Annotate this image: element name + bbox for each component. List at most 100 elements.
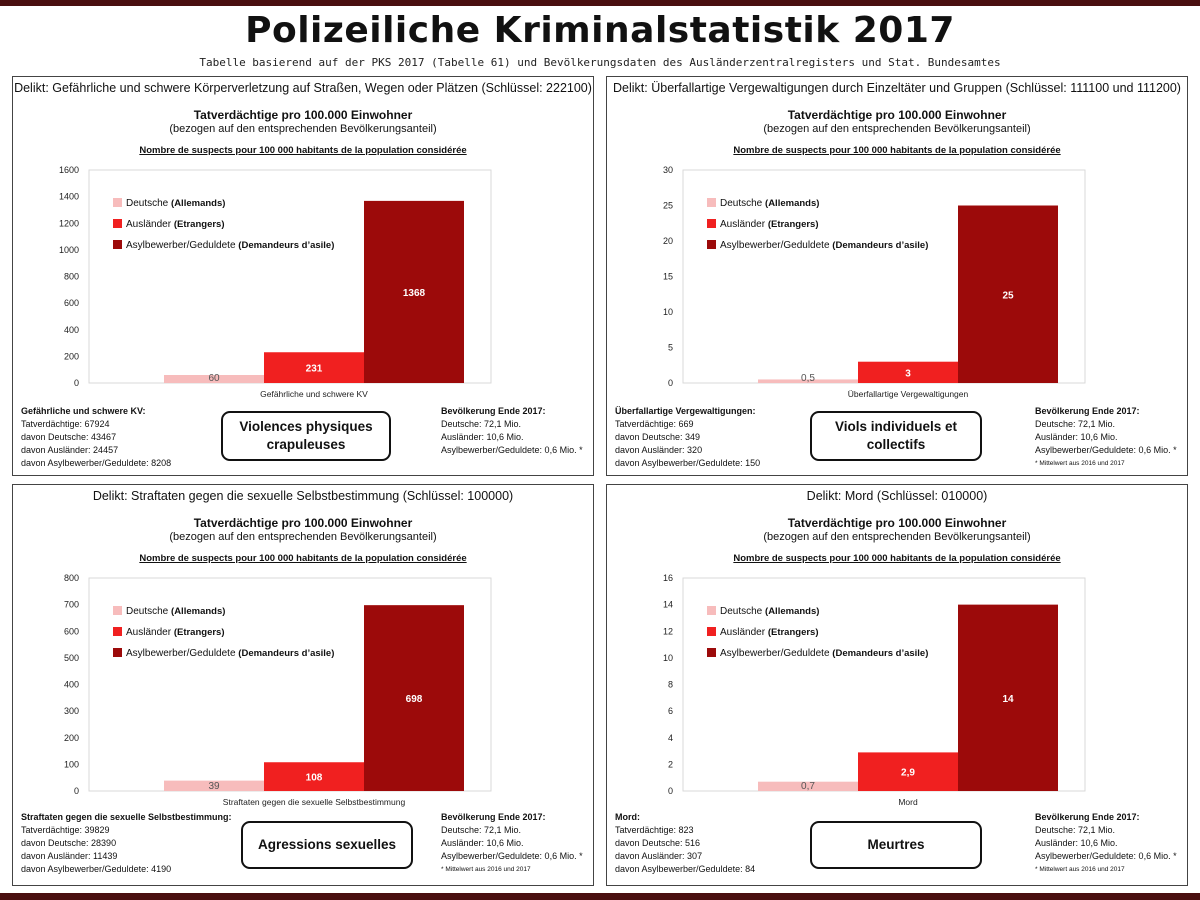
stats-line: Tatverdächtige: 67924 bbox=[21, 419, 110, 429]
y-tick-label: 6 bbox=[668, 706, 673, 716]
y-tick-label: 1000 bbox=[59, 245, 79, 255]
legend-entry-asylbewerber: Asylbewerber/Geduldete (Demandeurs d’asi… bbox=[126, 240, 334, 251]
stats-title: Straftaten gegen die sexuelle Selbstbest… bbox=[21, 812, 232, 822]
y-tick-label: 1200 bbox=[59, 218, 79, 228]
stats-title: Gefährliche und schwere KV: bbox=[21, 406, 146, 416]
population-note: * Mittelwert aus 2016 und 2017 bbox=[1035, 460, 1125, 467]
legend-swatch-asylbewerber bbox=[707, 648, 716, 657]
bar-chart: 0 5 10 15 20 25 30 0,5 3 25 Überfallartige Vergewa… bbox=[663, 165, 1086, 399]
bar-auslaender bbox=[858, 752, 958, 791]
bar-auslaender bbox=[858, 361, 958, 383]
y-tick-label: 1600 bbox=[59, 165, 79, 175]
delikt-title: Delikt: Gefährliche und schwere Körperve… bbox=[14, 81, 592, 95]
population-line: Ausländer: 10,6 Mio. bbox=[441, 838, 524, 848]
chart-heading-fr: Nombre de suspects pour 100 000 habitant… bbox=[733, 145, 1061, 156]
data-label-asylbewerber: 698 bbox=[406, 694, 423, 705]
stats-block: Straftaten gegen die sexuelle Selbstbest… bbox=[21, 811, 232, 876]
y-tick-label: 25 bbox=[663, 201, 673, 211]
bar-auslaender bbox=[264, 352, 364, 383]
y-tick-label: 300 bbox=[64, 706, 79, 716]
population-title: Bevölkerung Ende 2017: bbox=[1035, 406, 1140, 416]
y-tick-label: 0 bbox=[668, 786, 673, 796]
chart-heading-fr: Nombre de suspects pour 100 000 habitant… bbox=[733, 553, 1061, 564]
y-tick-label: 400 bbox=[64, 680, 79, 690]
stats-line: davon Asylbewerber/Geduldete: 150 bbox=[615, 458, 761, 468]
stats-line: Tatverdächtige: 823 bbox=[615, 825, 694, 835]
data-label-deutsche: 0,7 bbox=[801, 781, 815, 792]
legend-swatch-asylbewerber bbox=[113, 648, 122, 657]
chart-subheading: (bezogen auf den entsprechenden Bevölker… bbox=[169, 123, 437, 135]
legend-entry-deutsche: Deutsche (Allemands) bbox=[720, 606, 819, 617]
y-tick-label: 30 bbox=[663, 165, 673, 175]
panel-mord: Delikt: Mord (Schlüssel: 010000) Tatverd… bbox=[606, 484, 1188, 886]
stats-line: davon Ausländer: 320 bbox=[615, 445, 703, 455]
bar-asylbewerber bbox=[958, 604, 1058, 791]
stats-line: davon Ausländer: 307 bbox=[615, 851, 703, 861]
category-label-fr: Agressions sexuelles bbox=[241, 821, 413, 869]
population-line: Asylbewerber/Geduldete: 0,6 Mio. * bbox=[441, 851, 583, 861]
population-title: Bevölkerung Ende 2017: bbox=[1035, 812, 1140, 822]
chart-heading-fr: Nombre de suspects pour 100 000 habitant… bbox=[139, 145, 467, 156]
legend-entry-auslaender: Ausländer (Etrangers) bbox=[126, 627, 225, 638]
data-label-asylbewerber: 14 bbox=[1002, 694, 1014, 705]
y-tick-label: 0 bbox=[668, 378, 673, 388]
data-label-asylbewerber: 25 bbox=[1002, 290, 1014, 301]
delikt-title: Delikt: Überfallartige Vergewaltigungen … bbox=[613, 81, 1181, 95]
y-tick-label: 0 bbox=[74, 786, 79, 796]
legend-entry-auslaender: Ausländer (Etrangers) bbox=[720, 627, 819, 638]
stats-title: Überfallartige Vergewaltigungen: bbox=[615, 406, 756, 416]
bar-deutsche bbox=[758, 781, 858, 791]
legend-swatch-auslaender bbox=[707, 627, 716, 636]
stats-title: Mord: bbox=[615, 812, 640, 822]
legend-entry-asylbewerber: Asylbewerber/Geduldete (Demandeurs d’asi… bbox=[126, 648, 334, 659]
stats-line: davon Asylbewerber/Geduldete: 84 bbox=[615, 864, 756, 874]
data-label-asylbewerber: 1368 bbox=[403, 288, 426, 299]
legend-entry-deutsche: Deutsche (Allemands) bbox=[126, 606, 225, 617]
y-tick-label: 200 bbox=[64, 733, 79, 743]
y-tick-label: 600 bbox=[64, 298, 79, 308]
category-label-fr: Viols individuels et collectifs bbox=[810, 411, 982, 461]
population-line: Deutsche: 72,1 Mio. bbox=[441, 419, 522, 429]
stats-block: Mord: Tatverdächtige: 823 davon Deutsche… bbox=[615, 811, 755, 876]
bar-auslaender bbox=[264, 762, 364, 791]
legend-entry-deutsche: Deutsche (Allemands) bbox=[126, 198, 225, 209]
chart-subheading: (bezogen auf den entsprechenden Bevölker… bbox=[763, 531, 1031, 543]
x-axis-label: Überfallartige Vergewaltigungen bbox=[848, 389, 969, 399]
y-tick-label: 5 bbox=[668, 343, 673, 353]
panel-vergewaltigungen: Delikt: Überfallartige Vergewaltigungen … bbox=[606, 76, 1188, 476]
bar-asylbewerber bbox=[364, 200, 464, 383]
legend-swatch-deutsche bbox=[707, 198, 716, 207]
population-line: Ausländer: 10,6 Mio. bbox=[441, 432, 524, 442]
legend-entry-asylbewerber: Asylbewerber/Geduldete (Demandeurs d’asi… bbox=[720, 240, 928, 251]
bottom-band bbox=[0, 893, 1200, 900]
legend-entry-deutsche: Deutsche (Allemands) bbox=[720, 198, 819, 209]
y-tick-label: 0 bbox=[74, 378, 79, 388]
legend-swatch-auslaender bbox=[113, 627, 122, 636]
data-label-auslaender: 2,9 bbox=[901, 768, 915, 779]
chart-subheading: (bezogen auf den entsprechenden Bevölker… bbox=[169, 531, 437, 543]
chart-heading: Tatverdächtige pro 100.000 Einwohner bbox=[787, 516, 1007, 530]
chart-heading: Tatverdächtige pro 100.000 Einwohner bbox=[787, 108, 1007, 122]
data-label-deutsche: 0,5 bbox=[801, 373, 815, 384]
stats-line: davon Asylbewerber/Geduldete: 8208 bbox=[21, 458, 172, 468]
legend-swatch-asylbewerber bbox=[707, 240, 716, 249]
x-axis-label: Straftaten gegen die sexuelle Selbstbest… bbox=[223, 797, 406, 807]
bar-chart: 0 2 4 6 8 10 12 14 16 0,7 2,9 14 Mord Deutsche (Allem… bbox=[663, 573, 1086, 807]
bar-deutsche bbox=[758, 379, 858, 383]
y-tick-label: 800 bbox=[64, 573, 79, 583]
stats-line: davon Deutsche: 28390 bbox=[21, 838, 117, 848]
bar-deutsche bbox=[164, 780, 264, 791]
y-tick-label: 15 bbox=[663, 272, 673, 282]
legend-swatch-deutsche bbox=[113, 198, 122, 207]
y-tick-label: 400 bbox=[64, 325, 79, 335]
y-tick-label: 2 bbox=[668, 759, 673, 769]
bar-asylbewerber bbox=[958, 205, 1058, 383]
data-label-auslaender: 231 bbox=[306, 364, 323, 375]
bar-chart: 0 100 200 300 400 500 600 700 800 39 108 698 Strafta… bbox=[64, 573, 492, 807]
legend-entry-auslaender: Ausländer (Etrangers) bbox=[126, 219, 225, 230]
x-axis-label: Mord bbox=[898, 797, 918, 807]
y-tick-label: 10 bbox=[663, 653, 673, 663]
legend-swatch-auslaender bbox=[707, 219, 716, 228]
data-label-deutsche: 60 bbox=[208, 373, 220, 384]
y-tick-label: 100 bbox=[64, 759, 79, 769]
